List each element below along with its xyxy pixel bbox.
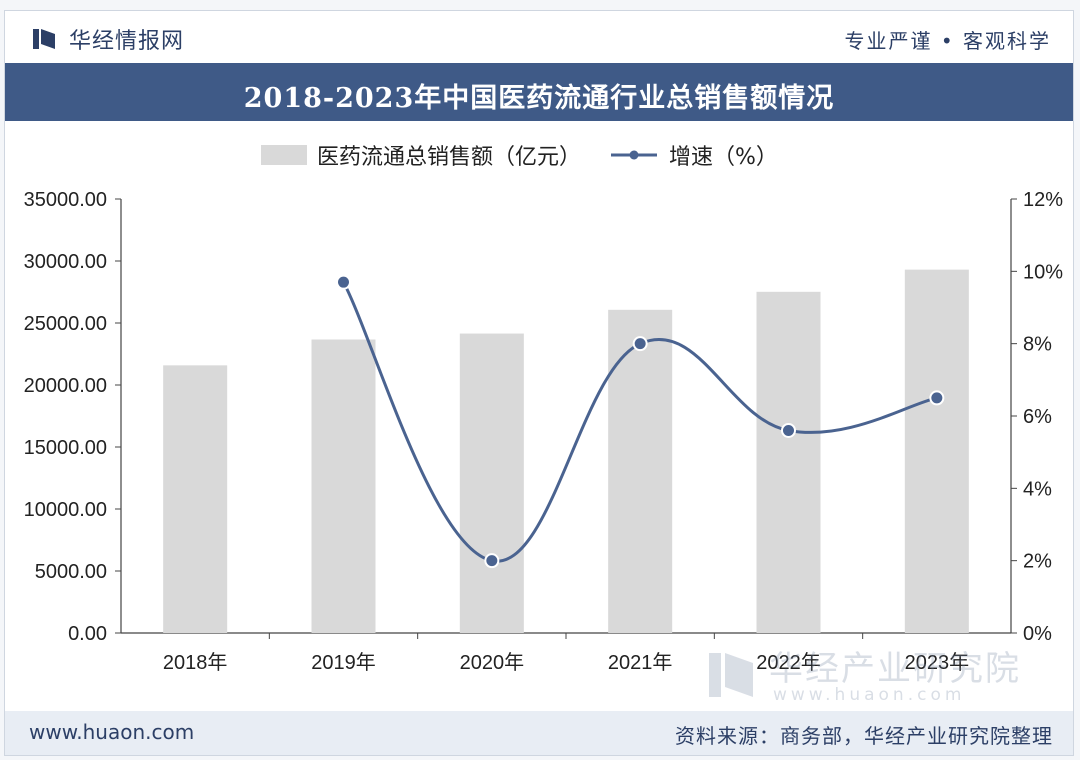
y-left-tick-label: 25000.00 xyxy=(24,313,107,335)
y-left-tick-label: 15000.00 xyxy=(24,437,107,459)
brand-logo-icon xyxy=(33,29,55,49)
y-left-tick-label: 5000.00 xyxy=(35,561,107,583)
y-left-tick-label: 10000.00 xyxy=(24,499,107,521)
bar-2018年 xyxy=(163,365,228,633)
x-tick-label: 2022年 xyxy=(756,651,821,674)
footer-website: www.huaon.com xyxy=(29,720,195,744)
y-right-tick-label: 6% xyxy=(1023,406,1052,428)
chart-title: 2018-2023年中国医药流通行业总销售额情况 xyxy=(243,83,835,114)
legend-item-bar: 医药流通总销售额（亿元） xyxy=(261,139,581,171)
growth-rate-point-2019年 xyxy=(336,274,351,290)
growth-rate-point-2023年 xyxy=(929,390,945,406)
legend-bar-swatch xyxy=(261,145,307,165)
y-left-tick-label: 20000.00 xyxy=(24,375,107,397)
brand-name: 华经情报网 xyxy=(69,29,185,54)
growth-rate-point-2021年 xyxy=(632,336,648,352)
x-tick-label: 2020年 xyxy=(460,651,525,674)
chart-frame: 华经情报网 专业严谨 • 客观科学 2018-2023年中国医药流通行业总销售额… xyxy=(4,10,1074,756)
legend-item-line: 增速（%） xyxy=(609,139,778,171)
y-right-tick-label: 0% xyxy=(1023,623,1052,645)
bar-2022年 xyxy=(756,291,821,633)
y-right-tick-label: 4% xyxy=(1023,478,1052,500)
title-bar: 2018-2023年中国医药流通行业总销售额情况 xyxy=(5,63,1073,121)
x-tick-label: 2019年 xyxy=(311,651,376,674)
bar-2023年 xyxy=(904,269,969,633)
footer: www.huaon.com 资料来源：商务部，华经产业研究院整理 xyxy=(5,711,1073,755)
y-right-tick-label: 10% xyxy=(1023,261,1063,283)
growth-rate-point-2022年 xyxy=(781,422,796,438)
y-right-tick-label: 2% xyxy=(1023,551,1052,573)
x-tick-label: 2023年 xyxy=(905,651,970,674)
x-tick-label: 2018年 xyxy=(163,651,228,674)
legend-bar-label: 医药流通总销售额（亿元） xyxy=(317,145,582,170)
bar-2021年 xyxy=(608,309,673,633)
y-right-tick-label: 8% xyxy=(1023,334,1052,356)
brand: 华经情报网 xyxy=(31,23,184,55)
chart-plot: 0.00 5000.00 10000.00 15000.00 20000.00 25000… xyxy=(24,189,1064,674)
y-left-tick-label: 30000.00 xyxy=(24,251,107,273)
legend: 医药流通总销售额（亿元） 增速（%） xyxy=(261,139,778,171)
y-right-tick-label: 12% xyxy=(1023,189,1063,211)
top-bar: 华经情报网 专业严谨 • 客观科学 xyxy=(5,11,1073,63)
footer-source: 资料来源：商务部，华经产业研究院整理 xyxy=(675,724,1053,748)
bar-2020年 xyxy=(459,333,524,633)
slogan: 专业严谨 • 客观科学 xyxy=(844,29,1051,53)
growth-rate-line xyxy=(342,281,938,563)
legend-line-swatch xyxy=(611,150,658,160)
x-tick-label: 2021年 xyxy=(608,651,673,674)
bar-2019年 xyxy=(311,339,376,633)
y-left-tick-label: 35000.00 xyxy=(24,189,107,211)
legend-line-label: 增速（%） xyxy=(669,145,778,170)
y-left-tick-label: 0.00 xyxy=(68,623,107,645)
growth-rate-point-2020年 xyxy=(484,553,500,569)
